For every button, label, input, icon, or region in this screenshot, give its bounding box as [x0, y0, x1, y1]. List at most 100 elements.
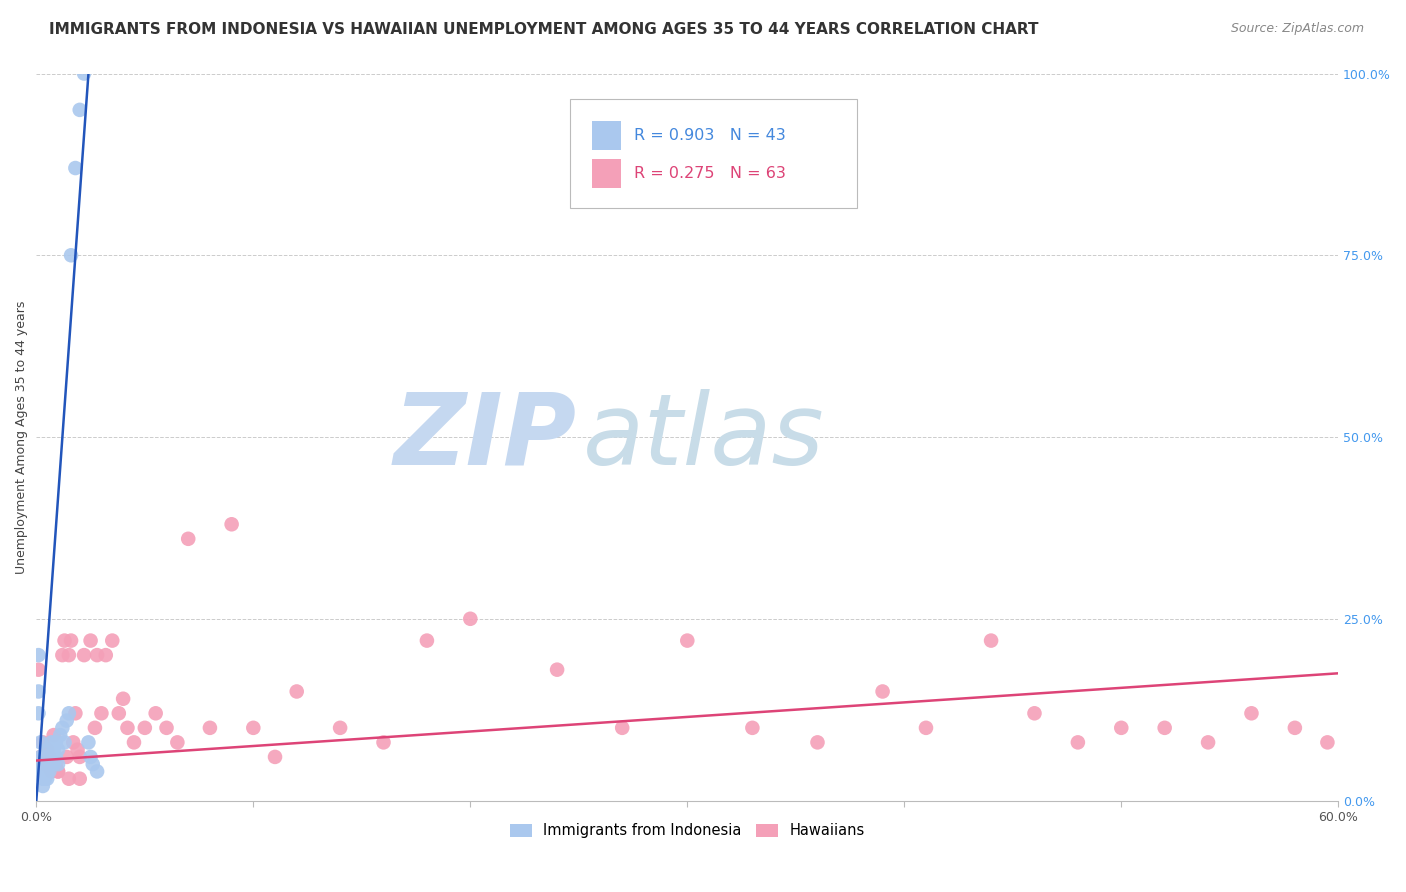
Point: [42, 757, 65, 772]
Point: [1024, 706, 1046, 721]
Y-axis label: Unemployment Among Ages 35 to 44 years: Unemployment Among Ages 35 to 44 years: [15, 301, 28, 574]
Point: [86, 648, 108, 662]
Point: [73, 66, 96, 80]
Point: [31, 750, 53, 764]
Point: [221, 517, 243, 532]
Point: [30, 757, 52, 772]
Point: [285, 684, 308, 698]
Point: [58, 648, 80, 662]
Point: [915, 721, 938, 735]
Point: [41, 735, 63, 749]
Point: [806, 735, 828, 749]
Point: [101, 633, 124, 648]
Point: [79, 750, 101, 764]
Point: [45, 735, 67, 749]
Point: [1284, 721, 1306, 735]
Point: [37, 764, 59, 779]
Point: [46, 742, 69, 756]
Point: [58, 772, 80, 786]
Point: [373, 735, 395, 749]
Point: [107, 706, 129, 721]
FancyBboxPatch shape: [569, 99, 856, 208]
Point: [42, 742, 65, 756]
Point: [58, 706, 80, 721]
Point: [55, 714, 77, 728]
Point: [166, 735, 188, 749]
Point: [51, 648, 73, 662]
Point: [37, 772, 59, 786]
Point: [65, 706, 87, 721]
Point: [31, 757, 53, 772]
Point: [79, 633, 101, 648]
Point: [1240, 706, 1263, 721]
Point: [84, 721, 107, 735]
Point: [42, 728, 65, 742]
Text: atlas: atlas: [583, 389, 825, 485]
Point: [46, 757, 69, 772]
Point: [34, 757, 56, 772]
Point: [53, 633, 76, 648]
Point: [872, 684, 894, 698]
Point: [41, 750, 63, 764]
Point: [60, 633, 83, 648]
Point: [117, 721, 139, 735]
Point: [49, 728, 72, 742]
Point: [38, 757, 60, 772]
Point: [30, 750, 52, 764]
Point: [90, 706, 112, 721]
Point: [46, 764, 69, 779]
Point: [66, 742, 89, 756]
Point: [112, 691, 135, 706]
Point: [38, 750, 60, 764]
Point: [460, 612, 482, 626]
Point: [27, 663, 49, 677]
Point: [86, 764, 108, 779]
Point: [31, 779, 53, 793]
Point: [1197, 735, 1219, 749]
Point: [242, 721, 264, 735]
Text: Source: ZipAtlas.com: Source: ZipAtlas.com: [1230, 22, 1364, 36]
Point: [65, 161, 87, 175]
Point: [82, 757, 104, 772]
Point: [62, 735, 84, 749]
Point: [31, 764, 53, 779]
Point: [34, 764, 56, 779]
Point: [676, 633, 699, 648]
Point: [34, 772, 56, 786]
Legend: Immigrants from Indonesia, Hawaiians: Immigrants from Indonesia, Hawaiians: [503, 817, 870, 844]
Point: [53, 735, 76, 749]
Point: [741, 721, 763, 735]
Point: [612, 721, 634, 735]
Point: [1316, 735, 1339, 749]
Point: [145, 706, 167, 721]
Point: [1153, 721, 1175, 735]
Point: [94, 648, 117, 662]
Text: R = 0.275   N = 63: R = 0.275 N = 63: [634, 166, 786, 181]
Point: [37, 757, 59, 772]
Point: [329, 721, 352, 735]
FancyBboxPatch shape: [592, 120, 621, 150]
Point: [1067, 735, 1090, 749]
Point: [55, 750, 77, 764]
Point: [51, 721, 73, 735]
Point: [31, 772, 53, 786]
Point: [134, 721, 156, 735]
Text: R = 0.903   N = 43: R = 0.903 N = 43: [634, 128, 786, 143]
Point: [177, 532, 200, 546]
Point: [416, 633, 439, 648]
Point: [45, 750, 67, 764]
Point: [122, 735, 145, 749]
Text: ZIP: ZIP: [394, 389, 576, 485]
Point: [30, 735, 52, 749]
Point: [27, 648, 49, 662]
Point: [155, 721, 177, 735]
Point: [34, 757, 56, 772]
Point: [27, 684, 49, 698]
Point: [60, 248, 83, 262]
Point: [69, 750, 91, 764]
FancyBboxPatch shape: [592, 160, 621, 188]
Point: [31, 735, 53, 749]
Point: [37, 742, 59, 756]
Point: [27, 706, 49, 721]
Point: [38, 764, 60, 779]
